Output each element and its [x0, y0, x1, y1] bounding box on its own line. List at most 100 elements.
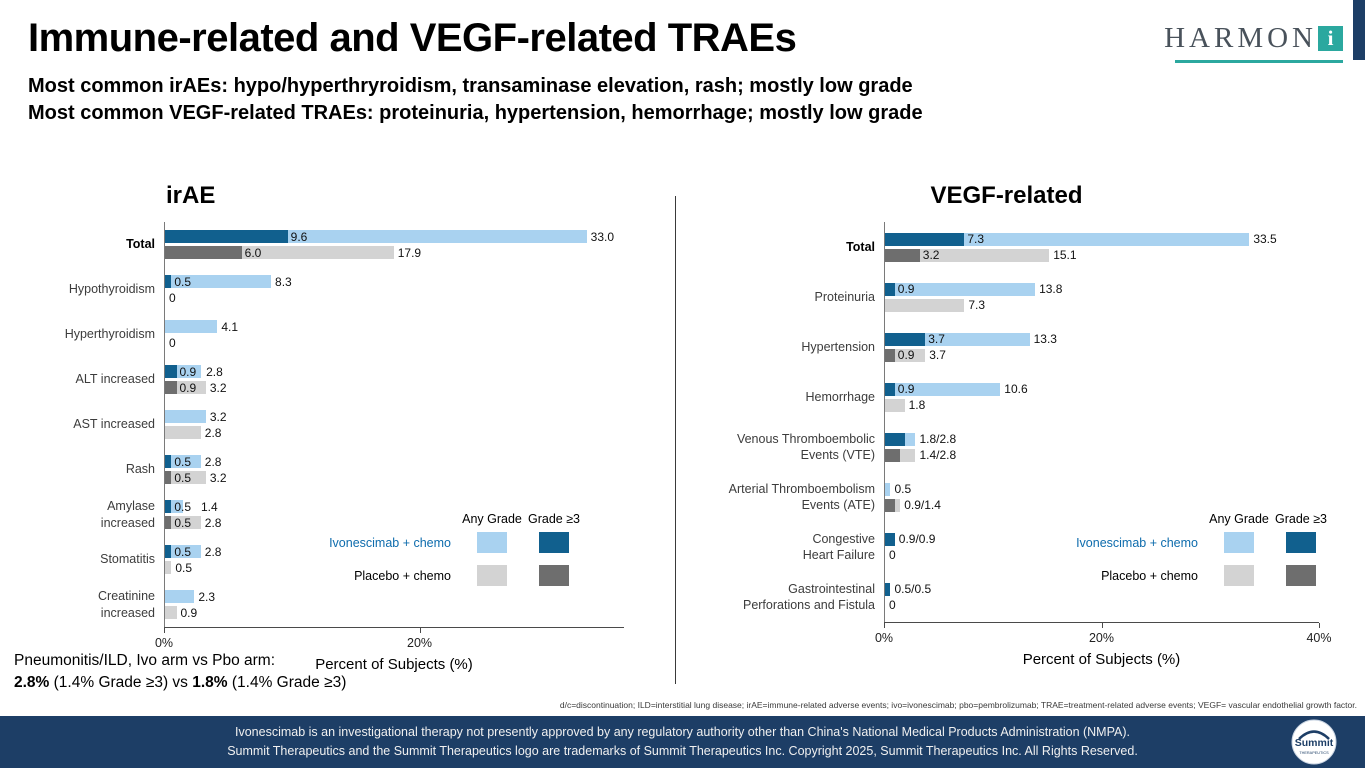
- bar-grade3: [885, 232, 965, 246]
- category-label: Gastrointestinal Perforations and Fistula: [688, 572, 884, 622]
- bar-group-placebo: 0.9/1.4: [885, 498, 1365, 512]
- category-label: Hypothyroidism: [6, 267, 164, 312]
- x-axis-label: Percent of Subjects (%): [315, 656, 473, 673]
- legend-swatch-pbo-any-grade: [477, 565, 507, 586]
- category-label: AST increased: [6, 402, 164, 447]
- bar-grade3: [165, 381, 177, 394]
- category-bars: 0.5 8.3 0: [164, 267, 675, 312]
- bar-grade3: [165, 230, 288, 243]
- category-label-line: Total: [126, 237, 155, 252]
- harmoni-logo-text: HARMON: [1164, 22, 1317, 54]
- category-label-line: Heart Failure: [802, 548, 875, 562]
- note-part: 1.8%: [192, 674, 228, 692]
- bar-group-ivonescimab: 0.9 2.8: [165, 365, 675, 379]
- value-label-any-grade: 2.8: [204, 544, 222, 559]
- footer-line2: Summit Therapeutics and the Summit Thera…: [227, 744, 1138, 758]
- value-label-any-grade: 10.6: [1004, 382, 1028, 396]
- axis-tick-label: 40%: [1306, 631, 1332, 645]
- note-part: 2.8%: [14, 674, 50, 692]
- category-label: Stomatitis: [6, 537, 164, 582]
- category-label-line: Creatinine: [98, 589, 155, 604]
- category-bars: 0.9 13.8 7.3: [884, 272, 1365, 322]
- category-row: Stomatitis 0.5 2.8 0.5: [6, 537, 675, 582]
- legend-swatch-pbo-grade3: [1286, 565, 1316, 586]
- summit-logo-graphic: Summit THERAPEUTICS: [1291, 719, 1337, 765]
- category-label-line: Amylase: [107, 499, 155, 514]
- bar-any-grade: [885, 232, 1250, 246]
- bar-any-grade: [165, 516, 201, 529]
- pneumonitis-note-line2: 2.8% (1.4% Grade ≥3) vs 1.8% (1.4% Grade…: [14, 672, 346, 694]
- bar-any-grade: [885, 248, 1050, 262]
- irae-x-axis: 0% 20% Percent of Subjects (%): [6, 627, 675, 683]
- value-label-grade3: 0.5: [174, 274, 192, 289]
- bar-group-ivonescimab: 3.7 13.3: [885, 332, 1365, 346]
- bar-any-grade: [165, 545, 201, 558]
- category-label: Venous Thromboembolic Events (VTE): [688, 422, 884, 472]
- abbreviations-footnote: d/c=discontinuation; ILD=interstitial lu…: [559, 700, 1357, 710]
- category-bars: 0.9 10.6 1.8: [884, 372, 1365, 422]
- bar-grade3: [885, 248, 920, 262]
- bar-any-grade: [165, 561, 172, 574]
- axis-line: 0% 20% 40% Percent of Subjects (%): [875, 622, 1332, 678]
- category-row: Arterial Thromboembolism Events (ATE) 0.5 0…: [688, 472, 1365, 522]
- value-label-any-grade: 13.8: [1039, 282, 1063, 296]
- value-label-any-grade: 33.0: [590, 229, 615, 244]
- category-label: Arterial Thromboembolism Events (ATE): [688, 472, 884, 522]
- value-label-grade3: 7.3: [967, 232, 985, 246]
- bar-group-ivonescimab: 0.5 2.8: [165, 544, 675, 559]
- note-part: (1.4% Grade ≥3) vs: [49, 674, 193, 692]
- legend-swatch-pbo-grade3: [539, 565, 569, 586]
- summit-logo-subtext: THERAPEUTICS: [1299, 751, 1329, 755]
- axis-tick-label: 20%: [1088, 631, 1115, 645]
- bar-any-grade: [885, 298, 965, 312]
- bar-any-grade: [165, 606, 177, 619]
- pneumonitis-note: Pneumonitis/ILD, Ivo arm vs Pbo arm: 2.8…: [14, 650, 346, 695]
- category-label: Total: [688, 222, 884, 272]
- bar-group-ivonescimab: 2.3: [165, 589, 675, 604]
- bar-grade3: [885, 348, 895, 362]
- category-label: Hypertension: [688, 322, 884, 372]
- category-label: Proteinuria: [688, 272, 884, 322]
- value-label-grade3: 9.6: [290, 229, 308, 244]
- value-label-grade3: 0.5: [174, 544, 192, 559]
- subtitle-vegf: Most common VEGF-related TRAEs: proteinu…: [28, 102, 923, 124]
- category-label-line: Hypertension: [801, 339, 875, 354]
- bar-any-grade: [165, 590, 195, 603]
- value-label-any-grade: 0: [169, 290, 176, 305]
- value-label-any-grade: 3.2: [209, 470, 227, 485]
- legend-col-any-grade: Any Grade: [1209, 512, 1269, 526]
- legend-header: Any Grade Grade ≥3: [1068, 512, 1332, 526]
- value-label-any-grade: 0: [169, 335, 176, 350]
- category-bars: 0.5 2.8 0.5 3.2: [164, 447, 675, 492]
- axis-tick: [884, 623, 885, 628]
- bar-any-grade: [165, 320, 218, 333]
- axis-tick: [1101, 623, 1103, 628]
- category-label: Rash: [6, 447, 164, 492]
- value-label-grade3: 0.5: [174, 454, 192, 469]
- bar-grade3: [885, 532, 895, 546]
- value-label-any-grade: 0.9: [180, 605, 198, 620]
- bar-group-ivonescimab: 0.9 10.6: [885, 382, 1365, 396]
- irae-chart: irAE Total 9.6 33.0 6.0 17.9 Hypothyroidism 0.…: [0, 182, 675, 687]
- value-label-any-grade: 1.4/2.8: [919, 448, 957, 462]
- value-label-any-grade: 2.3: [198, 589, 216, 604]
- category-label-line: Stomatitis: [100, 552, 155, 567]
- category-bars: 0.5 1.4 0.5 2.8: [164, 492, 675, 537]
- category-row: AST increased 3.2 2.8: [6, 402, 675, 447]
- legend-row-placebo: Placebo + chemo: [1068, 559, 1332, 592]
- value-label-any-grade: 0.9/1.4: [904, 498, 941, 512]
- axis-tick-label: 20%: [407, 636, 433, 650]
- bar-any-grade: [165, 455, 201, 468]
- subtitle-iraes: Most common irAEs: hypo/hyperthryroidism…: [28, 75, 913, 97]
- category-row: Creatinine increased 2.3 0.9: [6, 582, 675, 627]
- category-label: Congestive Heart Failure: [688, 522, 884, 572]
- category-label: Amylase increased: [6, 492, 164, 537]
- bar-grade3: [885, 282, 895, 296]
- bar-any-grade: [885, 282, 1036, 296]
- category-label-line: Rash: [125, 462, 155, 477]
- bar-group-placebo: 1.8: [885, 398, 1365, 412]
- corner-accent-bar: [1353, 0, 1365, 60]
- bar-any-grade: [165, 426, 201, 439]
- bar-grade3: [165, 471, 172, 484]
- value-label-any-grade: 0.9/0.9: [898, 532, 936, 546]
